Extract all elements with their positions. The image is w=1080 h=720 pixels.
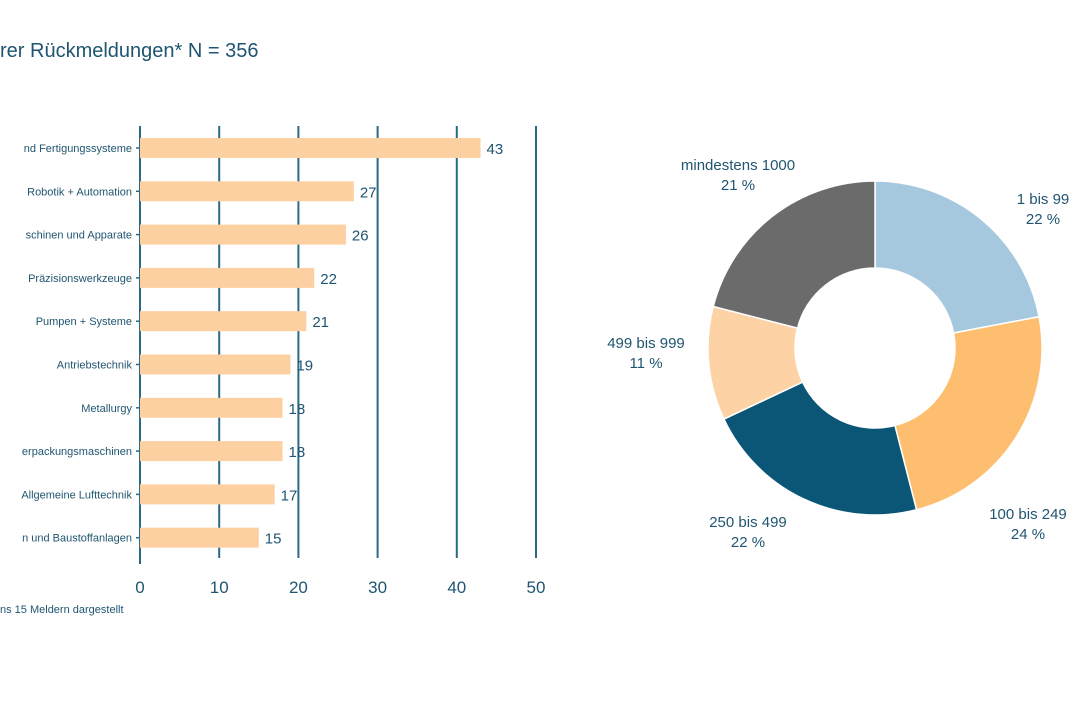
value-label-0: 43 [487,141,504,158]
category-label-0: nd Fertigungssysteme [24,143,132,155]
bar-2 [140,224,346,245]
x-tick-label-40: 40 [447,578,466,597]
slice-percent-2: 22 % [731,534,765,551]
slice-label-3: 499 bis 999 [607,335,685,352]
donut-slice-0 [874,180,1040,334]
slice-label-1: 100 bis 249 [989,506,1067,523]
bar-5 [140,354,291,375]
donut-chart: 1 bis 99 22 % 100 bis 249 24 % 250 bis 499 22… [607,157,1069,551]
x-tick-label-20: 20 [289,578,308,597]
slice-percent-4: 21 % [721,177,755,194]
bar-6 [140,397,283,418]
donut-slice-4 [712,180,876,330]
value-label-4: 21 [312,314,329,331]
category-label-3: Präzisionswerkzeuge [28,273,132,285]
footnote: ns 15 Meldern dargestellt [0,604,124,616]
bar-1 [140,181,354,202]
slice-label-2: 250 bis 499 [709,514,787,531]
bar-8 [140,484,275,505]
category-label-2: schinen und Apparate [26,230,132,242]
bar-0 [140,138,481,158]
category-label-7: erpackungsmaschinen [22,446,132,458]
value-label-5: 19 [296,358,313,375]
slice-percent-3: 11 % [629,355,662,372]
x-tick-label-0: 0 [135,578,144,597]
slice-percent-1: 24 % [1011,526,1045,543]
bar-9 [140,527,259,548]
bar-7 [140,441,283,462]
value-label-3: 22 [320,271,337,288]
donut-slice-1 [893,315,1043,511]
value-label-8: 17 [281,487,298,504]
value-label-2: 26 [352,228,369,245]
value-label-7: 18 [289,444,306,461]
slice-percent-0: 22 % [1026,211,1060,228]
bar-chart: 0 10 20 30 40 50 nd Fertigungssysteme 43 Robotik… [21,126,545,597]
slice-label-4: mindestens 1000 [681,157,795,174]
donut-slice-2 [722,381,918,516]
category-label-4: Pumpen + Systeme [36,316,132,328]
value-label-6: 18 [289,401,306,418]
value-label-9: 15 [265,531,282,548]
chart-title: rer Rückmeldungen* N = 356 [0,40,259,62]
x-tick-label-30: 30 [368,578,387,597]
x-tick-label-50: 50 [527,578,546,597]
category-label-8: Allgemeine Lufttechnik [21,489,132,501]
bar-4 [140,311,307,332]
category-label-5: Antriebstechnik [57,360,133,372]
value-label-1: 27 [360,184,377,201]
category-label-6: Metallurgy [81,403,132,415]
category-label-1: Robotik + Automation [27,186,132,198]
bar-3 [140,267,315,288]
x-tick-label-10: 10 [210,578,229,597]
category-label-9: n und Baustoffanlagen [22,533,132,545]
slice-label-0: 1 bis 99 [1017,191,1070,208]
